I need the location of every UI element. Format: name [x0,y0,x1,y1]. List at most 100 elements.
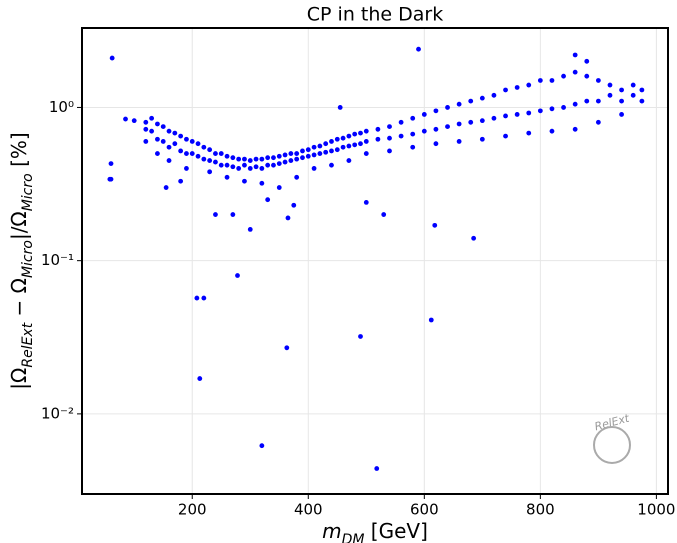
point [218,151,224,156]
point [323,149,329,155]
x-tick-label: 200 [178,501,207,519]
point [619,87,624,93]
point [340,144,346,150]
point [514,112,520,117]
point [189,139,195,144]
point [311,144,317,150]
point [300,148,305,154]
label-part: |/Ω [7,211,31,240]
point [172,141,178,147]
point [479,95,485,101]
point [479,118,485,124]
point [456,101,462,107]
point [242,178,247,184]
x-axis-label: mDM [GeV] [322,519,428,543]
point [259,443,265,449]
point [109,55,115,61]
point [526,130,532,136]
point [247,158,253,163]
point [340,135,346,141]
point [288,151,294,156]
label-part: [GeV] [364,519,427,543]
point [595,98,601,104]
point [334,147,340,153]
point [259,166,265,171]
point [172,130,178,136]
point [218,162,224,168]
label-part: Micro [20,173,36,211]
point [445,124,450,129]
point [503,113,508,119]
point [352,131,358,137]
point [166,128,172,134]
point [526,82,532,88]
point [572,126,578,132]
point [358,334,363,339]
point [584,98,590,104]
point [294,174,300,180]
point [230,212,236,217]
point [131,118,137,124]
label-part: |Ω [7,368,31,390]
point [197,376,203,381]
point [213,159,218,165]
x-tick-label: 600 [410,501,439,519]
y-tick-label: 10⁻² [41,404,74,422]
label-part: − Ω [7,278,31,323]
point [410,115,416,121]
point [595,119,601,125]
point [619,98,624,104]
point [433,108,439,114]
point [166,144,172,150]
point [189,151,195,156]
point [410,131,416,137]
grid [82,28,668,494]
point [284,345,290,351]
point [305,147,311,153]
point [549,128,555,134]
point [549,106,555,112]
point [468,98,474,104]
point [195,141,201,147]
point [381,212,387,217]
point [155,136,160,142]
y-axis-label: |ΩRelExt − ΩMicro|/ΩMicro [%] [7,132,37,389]
point [346,133,352,139]
point [235,273,240,278]
point [143,139,149,144]
point [358,141,363,147]
point [201,295,207,301]
point [143,126,149,132]
point [242,156,247,162]
point [433,141,439,147]
point [572,101,578,107]
point [337,105,343,110]
point [363,200,369,205]
point [421,128,427,134]
point [108,161,114,167]
point [595,78,601,83]
point [149,128,155,134]
label-part: [%] [7,132,31,173]
point [329,162,334,168]
point [471,235,477,241]
point [285,215,291,221]
point [630,92,636,98]
point [207,169,213,175]
point [236,166,242,171]
point [584,58,590,64]
point [194,295,200,301]
point [207,147,213,153]
point [311,166,317,171]
point [224,162,230,168]
point [639,87,645,93]
point [387,135,392,141]
point [503,133,508,139]
point [236,156,242,162]
point [149,115,155,121]
chart-title: CP in the Dark [307,4,443,26]
point [433,126,439,132]
point [288,158,294,163]
point [201,156,207,162]
logo-text: RelExt [593,412,631,434]
